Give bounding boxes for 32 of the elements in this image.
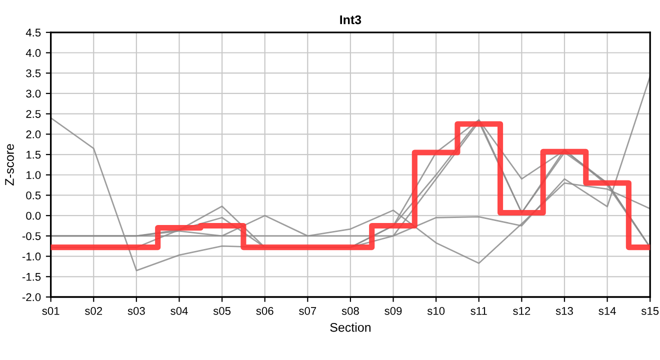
- x-tick-label: s07: [299, 307, 316, 315]
- x-tick-label: s06: [256, 307, 274, 315]
- x-tick-label: s05: [213, 307, 231, 315]
- y-tick-label: 2.0: [26, 130, 41, 138]
- y-tick-label: 1.0: [26, 171, 41, 180]
- y-tick-label: -2.0: [22, 293, 41, 302]
- x-tick-label: s15: [641, 307, 659, 315]
- x-axis-title: Section: [330, 322, 370, 332]
- x-tick-label: s02: [84, 307, 102, 315]
- y-tick-label: 1.5: [26, 150, 41, 159]
- y-tick-label: -1.5: [22, 273, 41, 281]
- x-tick-label: s10: [427, 307, 445, 315]
- y-tick-label: 3.5: [26, 69, 41, 78]
- x-tick-label: s03: [128, 307, 145, 315]
- y-tick-label: 3.0: [26, 90, 41, 98]
- x-tick-label: s01: [42, 307, 60, 315]
- x-tick-label: s04: [170, 307, 188, 315]
- x-tick-label: s08: [342, 307, 359, 315]
- y-tick-label: -1.0: [22, 252, 41, 260]
- y-tick-label: 0.5: [26, 192, 41, 200]
- x-tick-label: s09: [384, 307, 402, 315]
- x-tick-label: s14: [598, 307, 616, 315]
- y-tick-label: 4.0: [26, 49, 41, 57]
- x-tick-label: s12: [513, 307, 530, 315]
- y-tick-label: 2.5: [26, 110, 41, 118]
- x-tick-label: s11: [470, 307, 487, 315]
- y-tick-label: 0.0: [26, 212, 41, 220]
- y-tick-label: 4.5: [26, 28, 41, 37]
- y-tick-label: -0.5: [22, 232, 41, 240]
- x-tick-label: s13: [556, 307, 573, 315]
- y-axis-title: Z-score: [5, 144, 14, 186]
- chart-title: Int3: [340, 15, 362, 24]
